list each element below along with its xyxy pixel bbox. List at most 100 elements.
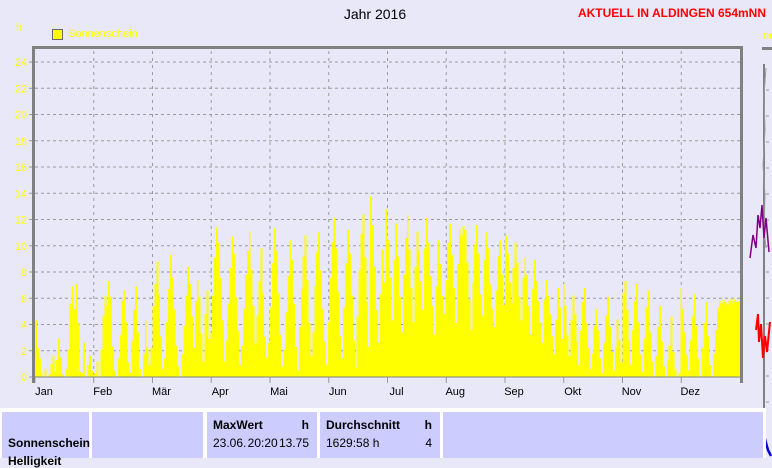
bar-day <box>266 357 269 377</box>
bar-day <box>81 373 84 377</box>
bar-day <box>137 332 140 377</box>
bar-day <box>516 262 519 377</box>
bar-day <box>609 327 611 377</box>
bar-day <box>508 282 511 377</box>
bar-day <box>327 321 330 377</box>
bar-day <box>175 345 178 377</box>
bar-day <box>381 249 384 377</box>
bar-day <box>133 310 136 377</box>
bar-day <box>167 289 170 377</box>
bar-day <box>296 370 299 377</box>
bar-day <box>322 308 324 377</box>
bar-day <box>555 319 558 377</box>
bar-day <box>397 256 400 377</box>
bar-day <box>402 274 405 377</box>
bar-day <box>246 251 249 377</box>
bar-day <box>599 358 602 377</box>
bar-day <box>670 316 673 377</box>
bar-day <box>300 289 303 377</box>
bar-day <box>543 299 546 377</box>
bar-day <box>73 308 76 377</box>
bar-day <box>227 303 230 377</box>
bar-day <box>337 291 340 377</box>
bar-day <box>499 240 502 377</box>
bar-day <box>318 232 321 377</box>
bar-day <box>466 262 469 377</box>
bar-day <box>275 251 278 377</box>
month-label: Jul <box>389 386 403 398</box>
y-tick-label: 4 <box>21 320 27 332</box>
bar-day <box>510 303 513 377</box>
bar-day <box>56 359 59 377</box>
bar-day <box>372 224 375 377</box>
bar-day <box>333 218 336 377</box>
bar-day <box>709 365 712 377</box>
bar-day <box>356 316 359 377</box>
bar-day <box>341 358 344 377</box>
bar-day <box>323 341 326 377</box>
bar-day <box>279 335 282 377</box>
bar-day <box>483 260 486 377</box>
bar-day <box>273 228 276 377</box>
bar-day <box>707 336 710 377</box>
bar-day <box>539 323 542 377</box>
bar-day <box>200 333 203 377</box>
bar-day <box>647 290 650 377</box>
bar-day <box>244 274 247 377</box>
y-tick-label: 14 <box>15 188 27 200</box>
month-label: Mär <box>152 386 171 398</box>
bar-day <box>601 373 604 377</box>
bar-day <box>597 329 600 377</box>
bar-day <box>458 228 461 377</box>
bar-day <box>298 327 301 377</box>
bar-day <box>385 209 388 377</box>
bar-day <box>720 303 723 377</box>
y-tick-label: 12 <box>15 215 27 227</box>
bar-day <box>270 307 272 377</box>
bar-day <box>491 308 494 377</box>
bar-day <box>697 358 700 377</box>
bar-day <box>312 332 315 377</box>
bar-day <box>54 371 57 377</box>
bar-day <box>148 365 151 377</box>
bar-day <box>632 329 635 377</box>
maxwert-unit: h <box>301 418 309 432</box>
bar-day <box>231 236 234 377</box>
bar-day <box>714 329 717 377</box>
bar-day <box>558 307 561 377</box>
bar-day <box>329 277 332 377</box>
bar-day <box>736 302 739 377</box>
bar-day <box>541 342 544 377</box>
bar-day <box>271 262 274 377</box>
plot-border-top <box>32 46 743 49</box>
bar-day <box>429 275 432 377</box>
plot-border-left <box>32 46 35 383</box>
bar-day <box>302 256 305 377</box>
bar-day <box>217 243 220 377</box>
bar-day <box>375 310 378 377</box>
bar-day <box>243 308 245 377</box>
bar-day <box>416 231 419 377</box>
bar-day <box>533 260 536 377</box>
y-tick-label: 22 <box>15 83 27 95</box>
bar-day <box>235 296 238 377</box>
bar-day <box>281 366 284 377</box>
bar-day <box>142 353 145 377</box>
stats-table: Sonnenschein Helligkeit MaxWert h 23.06.… <box>0 408 766 468</box>
station-banner: AKTUELL IN ALDINGEN 654mNN <box>577 6 766 20</box>
bar-day <box>310 356 313 377</box>
bar-day <box>493 327 496 377</box>
bar-day <box>165 321 168 377</box>
bar-day <box>104 295 107 377</box>
bar-day <box>362 214 365 377</box>
bar-day <box>701 348 704 377</box>
bar-day <box>198 296 201 377</box>
bar-day <box>564 306 567 377</box>
bar-day <box>433 335 436 377</box>
bar-day <box>196 279 199 377</box>
bar-day <box>460 235 463 377</box>
bar-day <box>92 374 95 377</box>
bar-day <box>400 332 403 377</box>
bar-day <box>732 303 735 377</box>
bar-day <box>464 230 467 377</box>
